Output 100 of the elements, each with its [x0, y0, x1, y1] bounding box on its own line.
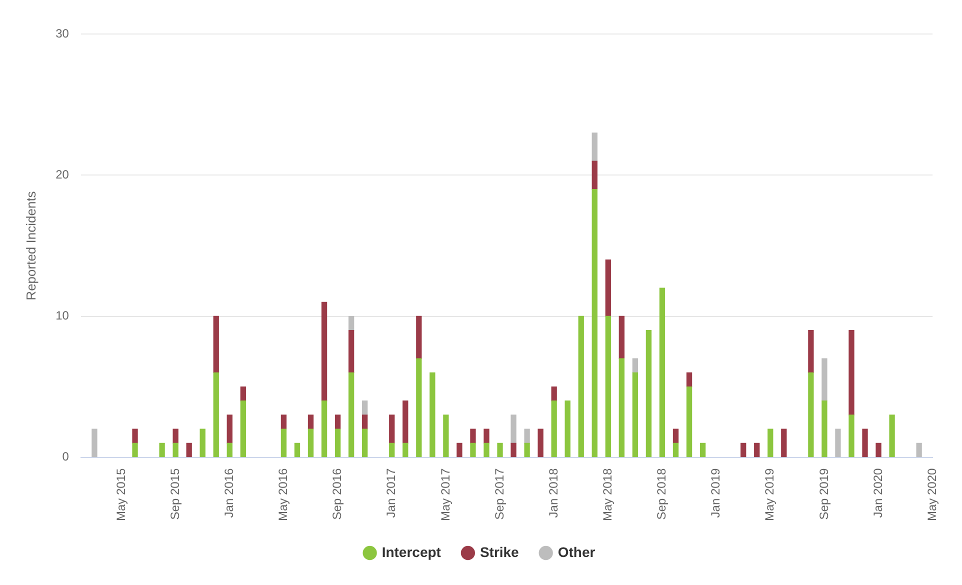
bar: [740, 442, 746, 458]
bar: [321, 400, 328, 458]
legend-label: Strike: [480, 544, 520, 560]
bar: [551, 386, 557, 402]
bar: [484, 442, 490, 458]
y-tick-label: 30: [56, 26, 70, 41]
bar: [754, 442, 760, 458]
bar: [92, 428, 98, 458]
bar: [659, 288, 666, 458]
bar: [321, 302, 328, 402]
bar: [132, 428, 138, 444]
x-tick-label: Sep 2016: [330, 468, 344, 520]
bar: [889, 414, 895, 458]
bar: [672, 428, 679, 444]
x-tick-label: Sep 2018: [654, 468, 669, 520]
bar: [402, 400, 408, 444]
bar: [280, 414, 287, 430]
bar: [862, 428, 868, 458]
bar: [835, 428, 841, 458]
bar: [876, 442, 882, 458]
bar: [564, 400, 570, 458]
bar: [430, 372, 436, 458]
bar: [186, 442, 192, 458]
legend-label: Other: [558, 544, 596, 560]
bar: [172, 428, 178, 444]
bar: [226, 414, 232, 444]
bar: [308, 414, 314, 430]
bar: [334, 428, 341, 458]
bar: [632, 358, 638, 374]
bar: [605, 316, 611, 458]
bar: [416, 316, 422, 359]
bar: [592, 132, 598, 162]
bar: [538, 428, 544, 458]
x-tick-label: Jan 2016: [222, 468, 236, 518]
bar: [362, 414, 368, 430]
bar: [159, 442, 165, 458]
bar: [700, 442, 706, 458]
bar: [294, 442, 300, 458]
bar: [362, 428, 368, 458]
legend-label: Intercept: [382, 544, 442, 560]
x-tick-label: May 2016: [276, 468, 290, 522]
bar: [524, 428, 530, 444]
bar: [172, 442, 178, 458]
bar: [686, 372, 692, 388]
bar: [781, 428, 787, 458]
bar: [362, 400, 368, 416]
y-tick-label: 10: [56, 308, 70, 323]
bar: [646, 330, 652, 458]
bar: [389, 442, 395, 458]
x-tick-label: Sep 2017: [492, 468, 506, 520]
bar: [456, 442, 462, 458]
bar: [470, 442, 476, 458]
bar: [808, 330, 814, 374]
bar: [592, 160, 598, 190]
bar: [497, 442, 503, 458]
bar: [618, 358, 625, 458]
bar: [578, 316, 584, 458]
bar: [240, 386, 246, 402]
bar: [524, 442, 530, 458]
x-tick-label: May 2019: [762, 468, 777, 522]
bar: [551, 400, 557, 458]
bar: [348, 372, 354, 458]
bar: [848, 414, 854, 458]
bar: [416, 358, 422, 458]
bar: [484, 428, 490, 444]
bar: [348, 330, 354, 374]
bar: [200, 428, 206, 458]
bar: [348, 316, 354, 331]
bar: [822, 400, 828, 458]
bar: [443, 414, 449, 458]
x-tick-label: Jan 2018: [546, 468, 560, 518]
bar: [672, 442, 679, 458]
bar: [308, 428, 314, 458]
bar: [768, 428, 774, 458]
bar: [132, 442, 138, 458]
y-tick-label: 20: [56, 168, 70, 182]
x-tick-label: Sep 2015: [168, 468, 182, 520]
bar: [280, 428, 287, 458]
bar: [686, 386, 692, 458]
bar: [916, 442, 922, 458]
bar: [605, 260, 611, 317]
x-tick-label: May 2017: [438, 468, 452, 522]
x-tick-label: May 2015: [114, 468, 128, 522]
bar: [402, 442, 408, 458]
bar: [334, 414, 341, 430]
bar: [848, 330, 854, 416]
x-tick-label: Sep 2019: [816, 468, 831, 520]
bar: [808, 372, 814, 458]
bar: [240, 400, 246, 458]
x-tick-label: Jan 2020: [870, 468, 885, 518]
x-tick-label: May 2018: [600, 468, 614, 522]
bar: [618, 316, 625, 359]
bar: [470, 428, 476, 444]
bar: [510, 414, 516, 444]
y-axis-title: Reported Incidents: [23, 190, 38, 300]
x-tick-label: Jan 2019: [708, 468, 723, 518]
bar: [213, 372, 219, 458]
x-tick-label: Jan 2017: [384, 468, 398, 518]
y-tick-label: 0: [62, 450, 70, 464]
bar: [389, 414, 395, 444]
